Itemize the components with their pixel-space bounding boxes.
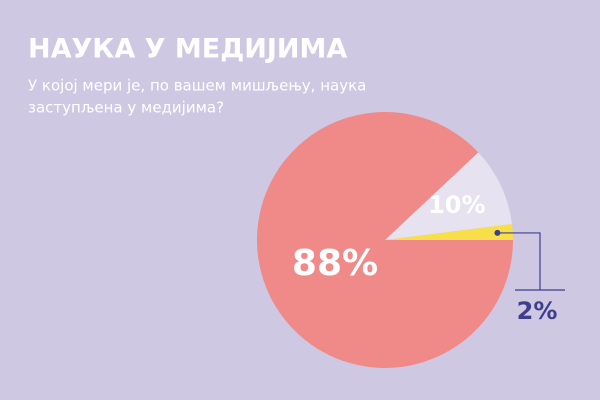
chart-subtitle: заступљена у медијима? [28, 99, 224, 117]
pie-slice [256, 112, 513, 368]
data-label: 2% [517, 297, 558, 325]
chart-subtitle: У којој мери је, по вашем мишљењу, наука [28, 77, 366, 95]
pie-slice [385, 152, 512, 240]
data-label: 88% [292, 243, 378, 284]
pie-slice [385, 223, 513, 240]
leader-line [497, 232, 541, 290]
chart-title: НАУКА У МЕДИЈИМА [28, 34, 347, 65]
data-label: 10% [428, 191, 485, 219]
